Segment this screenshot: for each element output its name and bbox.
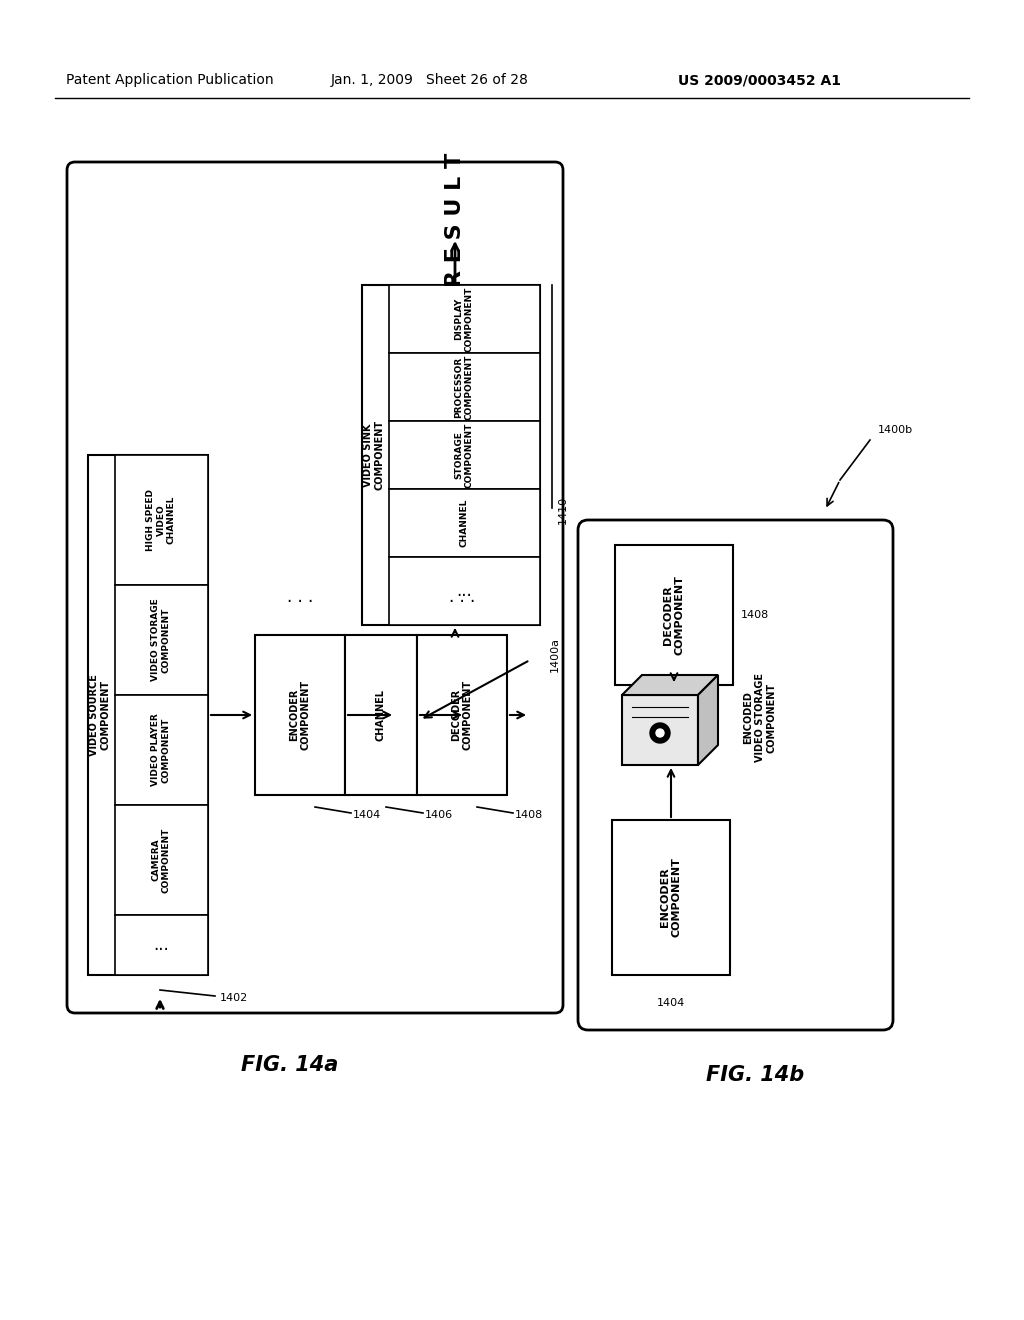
Text: STORAGE
COMPONENT: STORAGE COMPONENT xyxy=(455,422,474,487)
Text: CHANNEL: CHANNEL xyxy=(376,689,386,741)
Bar xyxy=(88,455,208,975)
Bar xyxy=(389,352,540,421)
Text: 1410: 1410 xyxy=(558,496,568,524)
Text: VIDEO PLAYER
COMPONENT: VIDEO PLAYER COMPONENT xyxy=(152,714,171,787)
Bar xyxy=(615,545,733,685)
Text: CAMERA
COMPONENT: CAMERA COMPONENT xyxy=(152,828,171,892)
Text: VIDEO STORAGE
COMPONENT: VIDEO STORAGE COMPONENT xyxy=(152,599,171,681)
Text: ENCODER
COMPONENT: ENCODER COMPONENT xyxy=(660,857,682,937)
Text: ENCODER
COMPONENT: ENCODER COMPONENT xyxy=(289,680,311,750)
Text: US 2009/0003452 A1: US 2009/0003452 A1 xyxy=(679,73,842,87)
Text: DECODER
COMPONENT: DECODER COMPONENT xyxy=(452,680,473,750)
Text: Patent Application Publication: Patent Application Publication xyxy=(67,73,273,87)
Text: 1404: 1404 xyxy=(656,998,685,1008)
Bar xyxy=(417,635,507,795)
FancyBboxPatch shape xyxy=(67,162,563,1012)
Text: FIG. 14b: FIG. 14b xyxy=(706,1065,804,1085)
Bar xyxy=(255,635,345,795)
Bar xyxy=(612,820,730,975)
Polygon shape xyxy=(622,675,718,696)
FancyBboxPatch shape xyxy=(578,520,893,1030)
Circle shape xyxy=(650,723,670,743)
Bar xyxy=(115,915,208,975)
Bar xyxy=(389,488,540,557)
Text: HIGH SPEED
VIDEO
CHANNEL: HIGH SPEED VIDEO CHANNEL xyxy=(146,488,176,550)
Text: DISPLAY
COMPONENT: DISPLAY COMPONENT xyxy=(455,286,474,351)
Text: Jan. 1, 2009   Sheet 26 of 28: Jan. 1, 2009 Sheet 26 of 28 xyxy=(331,73,529,87)
Text: ...: ... xyxy=(154,936,169,954)
Text: VIDEO SINK
COMPONENT: VIDEO SINK COMPONENT xyxy=(364,420,385,490)
Bar xyxy=(115,805,208,915)
Text: R E S U L T: R E S U L T xyxy=(445,153,465,288)
Text: FIG. 14a: FIG. 14a xyxy=(242,1055,339,1074)
Text: DECODER
COMPONENT: DECODER COMPONENT xyxy=(664,576,685,655)
Text: . . .: . . . xyxy=(287,587,313,606)
Bar xyxy=(115,696,208,805)
Text: ...: ... xyxy=(456,582,472,601)
Text: ENCODED
VIDEO STORAGE
COMPONENT: ENCODED VIDEO STORAGE COMPONENT xyxy=(743,673,776,763)
Polygon shape xyxy=(698,675,718,766)
Bar xyxy=(389,557,540,624)
Text: 1406: 1406 xyxy=(425,810,454,820)
Bar xyxy=(115,585,208,696)
Text: . . .: . . . xyxy=(449,587,475,606)
Text: PROCESSOR
COMPONENT: PROCESSOR COMPONENT xyxy=(455,354,474,420)
Text: CHANNEL: CHANNEL xyxy=(460,499,469,548)
Bar xyxy=(362,285,540,624)
Text: VIDEO SOURCE
COMPONENT: VIDEO SOURCE COMPONENT xyxy=(89,675,111,756)
Bar xyxy=(345,635,417,795)
Polygon shape xyxy=(622,696,698,766)
Text: 1408: 1408 xyxy=(515,810,544,820)
Bar xyxy=(389,421,540,488)
Circle shape xyxy=(656,729,664,737)
Text: 1400b: 1400b xyxy=(878,425,913,436)
Text: 1402: 1402 xyxy=(220,993,248,1003)
Text: 1408: 1408 xyxy=(741,610,769,620)
Text: 1404: 1404 xyxy=(353,810,381,820)
Text: 1400a: 1400a xyxy=(550,638,560,672)
Bar xyxy=(389,285,540,352)
Bar xyxy=(115,455,208,585)
